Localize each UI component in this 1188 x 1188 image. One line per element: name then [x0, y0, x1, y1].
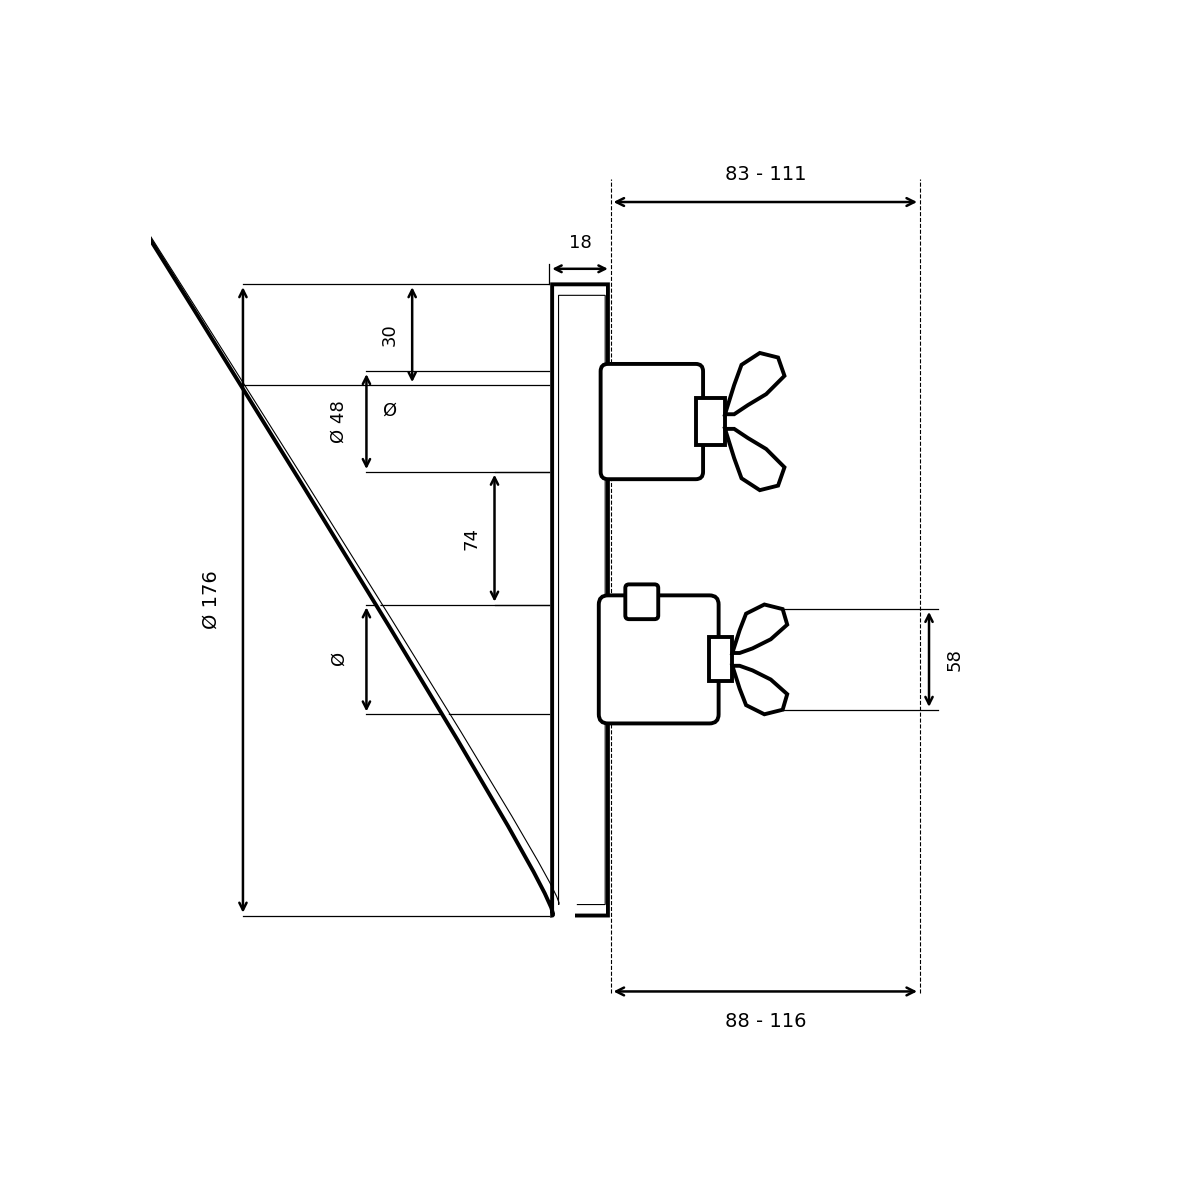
- FancyBboxPatch shape: [601, 364, 703, 479]
- Text: 83 - 111: 83 - 111: [725, 165, 805, 184]
- Text: 58: 58: [946, 647, 963, 671]
- Text: 88 - 116: 88 - 116: [725, 1012, 805, 1030]
- Text: 74: 74: [462, 526, 481, 550]
- Text: Ø: Ø: [330, 652, 348, 666]
- FancyBboxPatch shape: [599, 595, 719, 723]
- Polygon shape: [732, 605, 788, 653]
- Polygon shape: [732, 665, 788, 714]
- Text: Ø 48: Ø 48: [330, 400, 348, 443]
- Polygon shape: [725, 429, 784, 491]
- PathPatch shape: [552, 284, 608, 916]
- Text: 30: 30: [380, 323, 398, 346]
- Bar: [696, 398, 725, 446]
- Text: Ø: Ø: [383, 402, 397, 419]
- Polygon shape: [725, 353, 784, 415]
- FancyBboxPatch shape: [625, 584, 658, 619]
- Text: 18: 18: [569, 234, 592, 252]
- Text: Ø 176: Ø 176: [202, 570, 221, 630]
- Bar: [709, 638, 732, 682]
